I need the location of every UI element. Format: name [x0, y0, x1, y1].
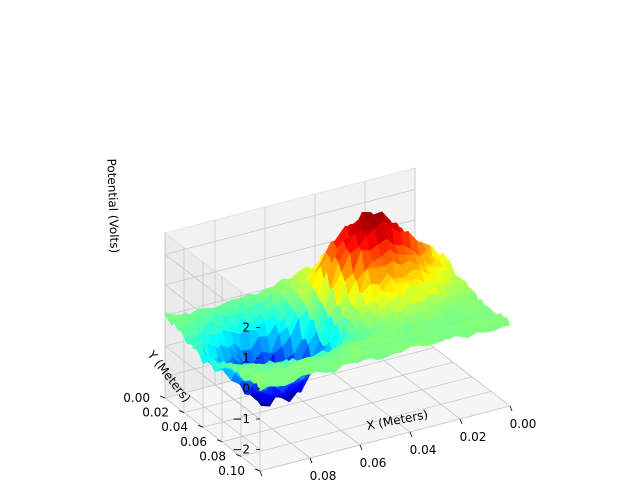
- z-tick-label: −1: [232, 412, 250, 426]
- y-tick-label: 0.08: [199, 449, 226, 463]
- axis-ticks: [159, 326, 513, 477]
- y-tick-label: 0.00: [123, 391, 150, 405]
- z-tick-label: −2: [232, 443, 250, 457]
- z-tick-label: 1: [242, 351, 250, 365]
- x-tick-label: 0.04: [410, 443, 437, 457]
- y-tick-label: 0.02: [142, 406, 169, 420]
- z-tick-label: 0: [242, 382, 250, 396]
- z-axis-label: Potential (Volts): [104, 158, 121, 253]
- x-tick-label: 0.02: [460, 430, 487, 444]
- y-tick: [235, 454, 242, 457]
- x-tick-label: 0.00: [510, 417, 537, 431]
- x-tick: [409, 431, 413, 438]
- y-tick-label: 0.06: [180, 435, 207, 449]
- axis-tick-labels: 0.000.020.040.060.080.100.000.020.040.06…: [123, 320, 536, 480]
- y-tick: [216, 439, 223, 443]
- x-tick: [509, 405, 513, 412]
- x-tick-label: 0.06: [360, 456, 387, 470]
- y-tick: [159, 395, 166, 399]
- z-tick-label: 2: [242, 320, 250, 334]
- x-tick-label: 0.08: [310, 469, 337, 480]
- y-tick: [254, 468, 261, 472]
- x-tick: [459, 418, 463, 425]
- x-tick: [359, 444, 363, 451]
- surface-patch: [256, 382, 269, 392]
- y-tick: [197, 424, 204, 428]
- y-tick-label: 0.04: [161, 420, 188, 434]
- potential-surface: [164, 211, 511, 407]
- y-tick: [178, 410, 185, 413]
- x-tick: [309, 457, 313, 464]
- y-tick-label: 0.10: [218, 464, 245, 478]
- x-tick: [259, 470, 263, 477]
